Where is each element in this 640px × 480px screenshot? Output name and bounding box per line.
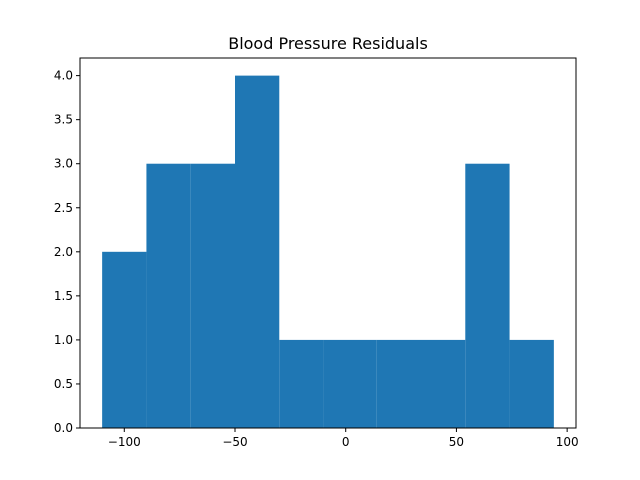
histogram-bar xyxy=(102,251,147,428)
histogram-bar xyxy=(376,339,421,428)
histogram-bar xyxy=(279,339,324,428)
y-tick-label: 3.0 xyxy=(54,157,73,171)
x-tick-label: −100 xyxy=(108,435,141,449)
y-axis-ticks: 0.0 0.5 1.0 1.5 2.0 2.5 3.0 3.5 4.0 xyxy=(54,69,80,435)
histogram-bar xyxy=(323,339,377,428)
histogram-bar xyxy=(421,339,466,428)
x-tick-label: 100 xyxy=(556,435,579,449)
y-tick-label: 2.5 xyxy=(54,201,73,215)
x-tick-label: 50 xyxy=(449,435,464,449)
y-tick-label: 3.5 xyxy=(54,113,73,127)
y-tick-label: 1.0 xyxy=(54,333,73,347)
histogram-bar xyxy=(465,163,510,428)
x-tick-label: 0 xyxy=(342,435,350,449)
y-tick-label: 0.0 xyxy=(54,421,73,435)
y-tick-label: 0.5 xyxy=(54,377,73,391)
plot-frame xyxy=(79,57,577,429)
y-tick-label: 2.0 xyxy=(54,245,73,259)
x-axis-ticks: −100 −50 0 50 100 xyxy=(108,428,579,449)
histogram-bar xyxy=(190,163,235,428)
x-tick-label: −50 xyxy=(222,435,247,449)
bars-group xyxy=(102,75,554,428)
y-tick-label: 4.0 xyxy=(54,69,73,83)
y-tick-label: 1.5 xyxy=(54,289,73,303)
histogram-bar xyxy=(146,163,191,428)
histogram-bar xyxy=(509,339,554,428)
chart-title: Blood Pressure Residuals xyxy=(228,34,428,53)
histogram-bar xyxy=(235,75,280,428)
